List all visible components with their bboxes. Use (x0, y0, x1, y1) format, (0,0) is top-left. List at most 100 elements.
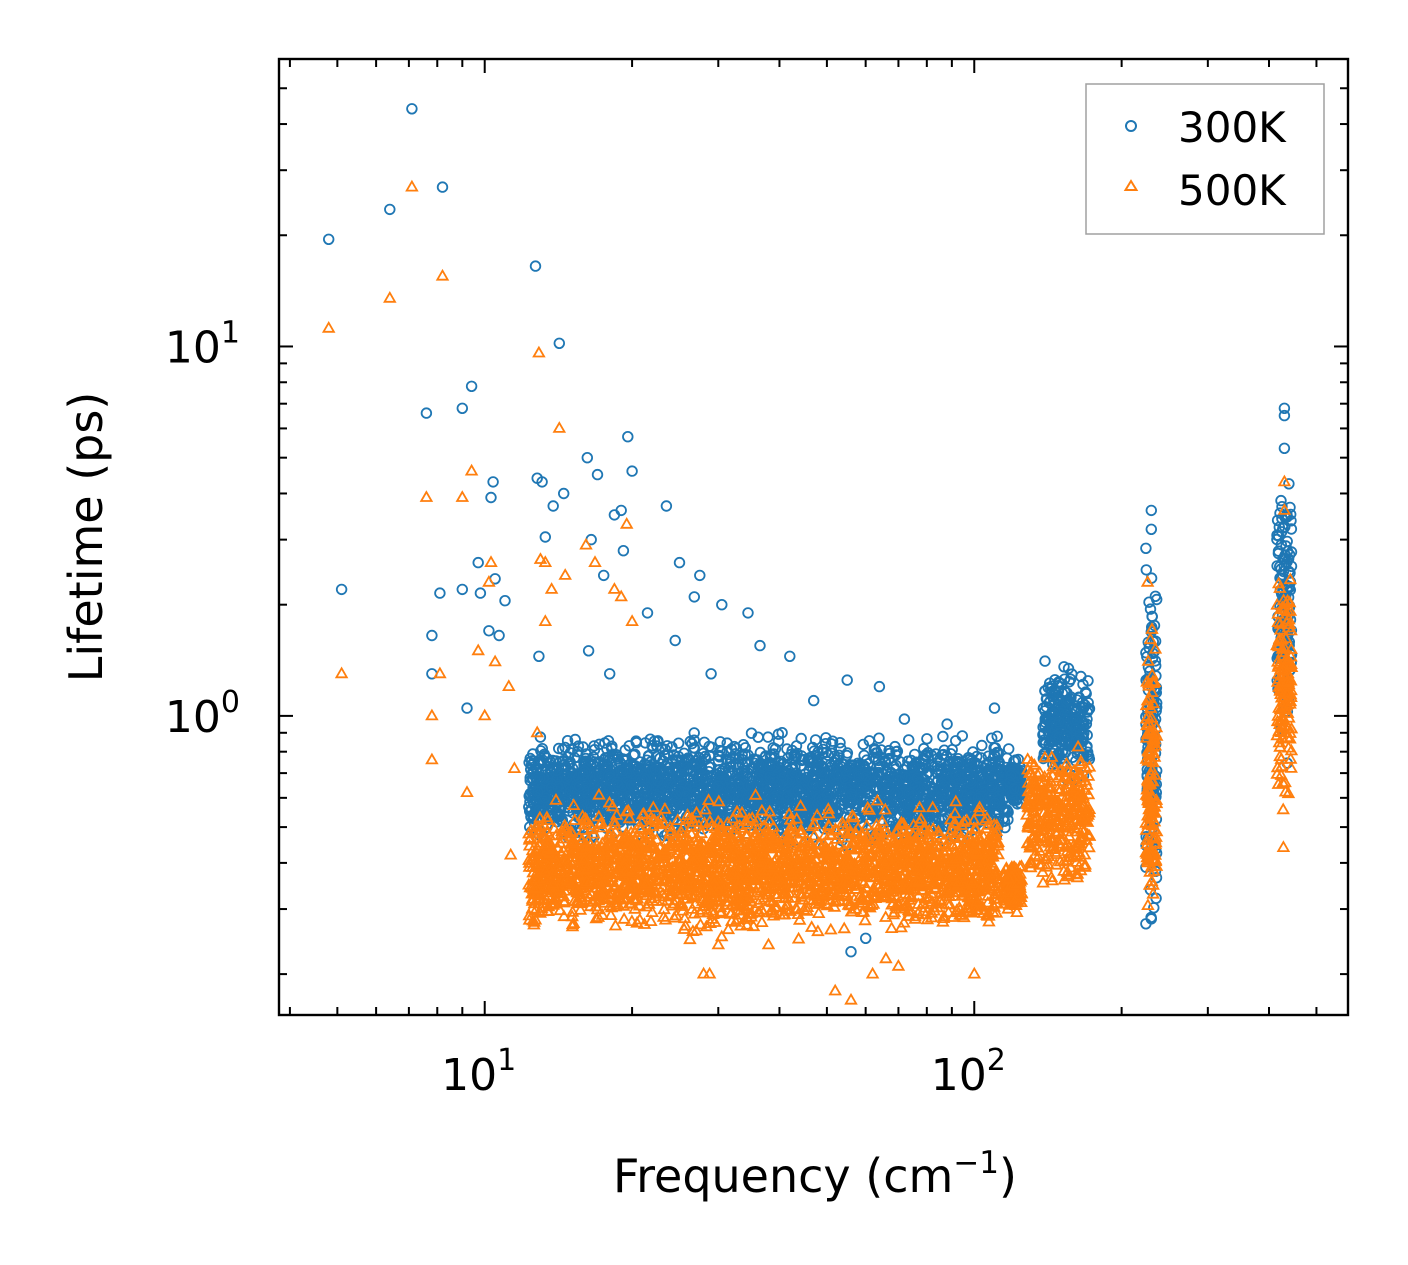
data-point-300k (665, 777, 677, 790)
data-point-300k (757, 799, 769, 811)
data-point-300k (536, 743, 549, 755)
data-point-300k (658, 796, 671, 808)
data-point-300k (821, 789, 833, 801)
series-300k (323, 103, 1298, 958)
data-point-300k (655, 742, 667, 754)
data-point-300k (857, 738, 870, 751)
data-point-300k (831, 760, 844, 772)
data-point-300k (688, 727, 700, 739)
data-point-300k (772, 728, 785, 740)
data-point-300k (744, 794, 757, 807)
data-point-300k (588, 740, 600, 752)
data-point-300k (755, 769, 768, 782)
data-point-300k (843, 781, 856, 793)
data-point-300k (938, 781, 951, 793)
data-point-300k (792, 785, 804, 797)
data-point-300k (587, 772, 600, 784)
data-point-300k (652, 775, 664, 787)
data-point-300k (806, 773, 818, 785)
data-point-300k (984, 799, 996, 811)
data-point-300k (939, 774, 951, 787)
data-point-300k (724, 752, 737, 765)
data-point-300k (935, 784, 948, 796)
data-point-300k (676, 770, 688, 782)
data-point-300k (676, 759, 689, 771)
data-point-300k (794, 813, 807, 825)
data-point-300k (899, 771, 912, 783)
data-point-300k (720, 793, 733, 806)
data-point-300k (985, 772, 998, 784)
data-point-300k (704, 761, 717, 774)
data-point-300k (937, 730, 949, 743)
data-point-300k (856, 791, 868, 803)
data-point-300k (584, 754, 597, 767)
data-point-300k (880, 766, 893, 779)
data-point-300k (736, 759, 749, 771)
data-point-300k (710, 810, 723, 823)
data-point-300k (593, 770, 605, 782)
data-point-300k (903, 734, 915, 746)
data-point-300k (752, 772, 765, 785)
data-point-300k (951, 782, 964, 795)
data-point-300k (860, 770, 872, 782)
data-point-300k (975, 752, 988, 764)
data-point-300k (554, 756, 566, 768)
data-point-300k (991, 730, 1003, 743)
data-point-300k (933, 802, 946, 814)
data-point-300k (795, 760, 807, 772)
data-point-300k (672, 737, 685, 749)
data-point-300k (873, 732, 885, 744)
data-point-300k (569, 733, 581, 746)
data-point-300k (877, 752, 889, 764)
data-point-300k (617, 765, 629, 777)
data-point-300k (937, 748, 950, 761)
data-point-300k (543, 757, 555, 770)
data-point-300k (668, 749, 680, 761)
data-point-300k (825, 747, 838, 759)
data-point-300k (612, 779, 625, 791)
data-point-300k (962, 754, 975, 766)
data-point-300k (629, 748, 641, 761)
data-point-300k (603, 767, 616, 780)
data-point-300k (875, 744, 887, 756)
data-point-300k (662, 749, 674, 761)
data-point-300k (570, 769, 583, 781)
data-point-300k (686, 737, 698, 750)
data-point-300k (660, 766, 673, 779)
data-point-300k (883, 784, 896, 796)
data-point-300k (801, 771, 814, 784)
data-point-300k (1003, 743, 1015, 755)
data-point-300k (952, 787, 964, 799)
data-point-300k (714, 736, 727, 748)
data-point-300k (688, 785, 701, 797)
data-point-300k (809, 734, 822, 746)
data-point-300k (961, 767, 974, 780)
data-point-300k (846, 767, 859, 779)
data-point-300k (696, 768, 709, 780)
data-point-300k (769, 743, 782, 755)
data-point-300k (553, 742, 565, 755)
data-point-300k (804, 754, 817, 766)
data-point-300k (816, 778, 828, 791)
data-point-300k (647, 796, 659, 808)
data-point-300k (754, 746, 767, 759)
data-point-300k (539, 792, 551, 804)
data-point-300k (841, 749, 853, 762)
data-point-300k (619, 744, 631, 756)
data-point-300k (564, 756, 576, 768)
data-point-300k (966, 791, 978, 803)
data-point-300k (950, 768, 962, 781)
data-point-300k (989, 797, 1001, 809)
data-point-300k (630, 737, 643, 749)
data-point-300k (676, 754, 688, 766)
data-point-300k (577, 741, 589, 753)
data-point-300k (826, 808, 839, 820)
data-point-300k (849, 801, 862, 813)
data-point-300k (524, 796, 536, 808)
data-point-300k (721, 737, 733, 749)
data-point-300k (526, 755, 538, 767)
data-point-300k (798, 791, 810, 803)
data-point-300k (903, 787, 915, 800)
data-point-300k (588, 744, 601, 756)
